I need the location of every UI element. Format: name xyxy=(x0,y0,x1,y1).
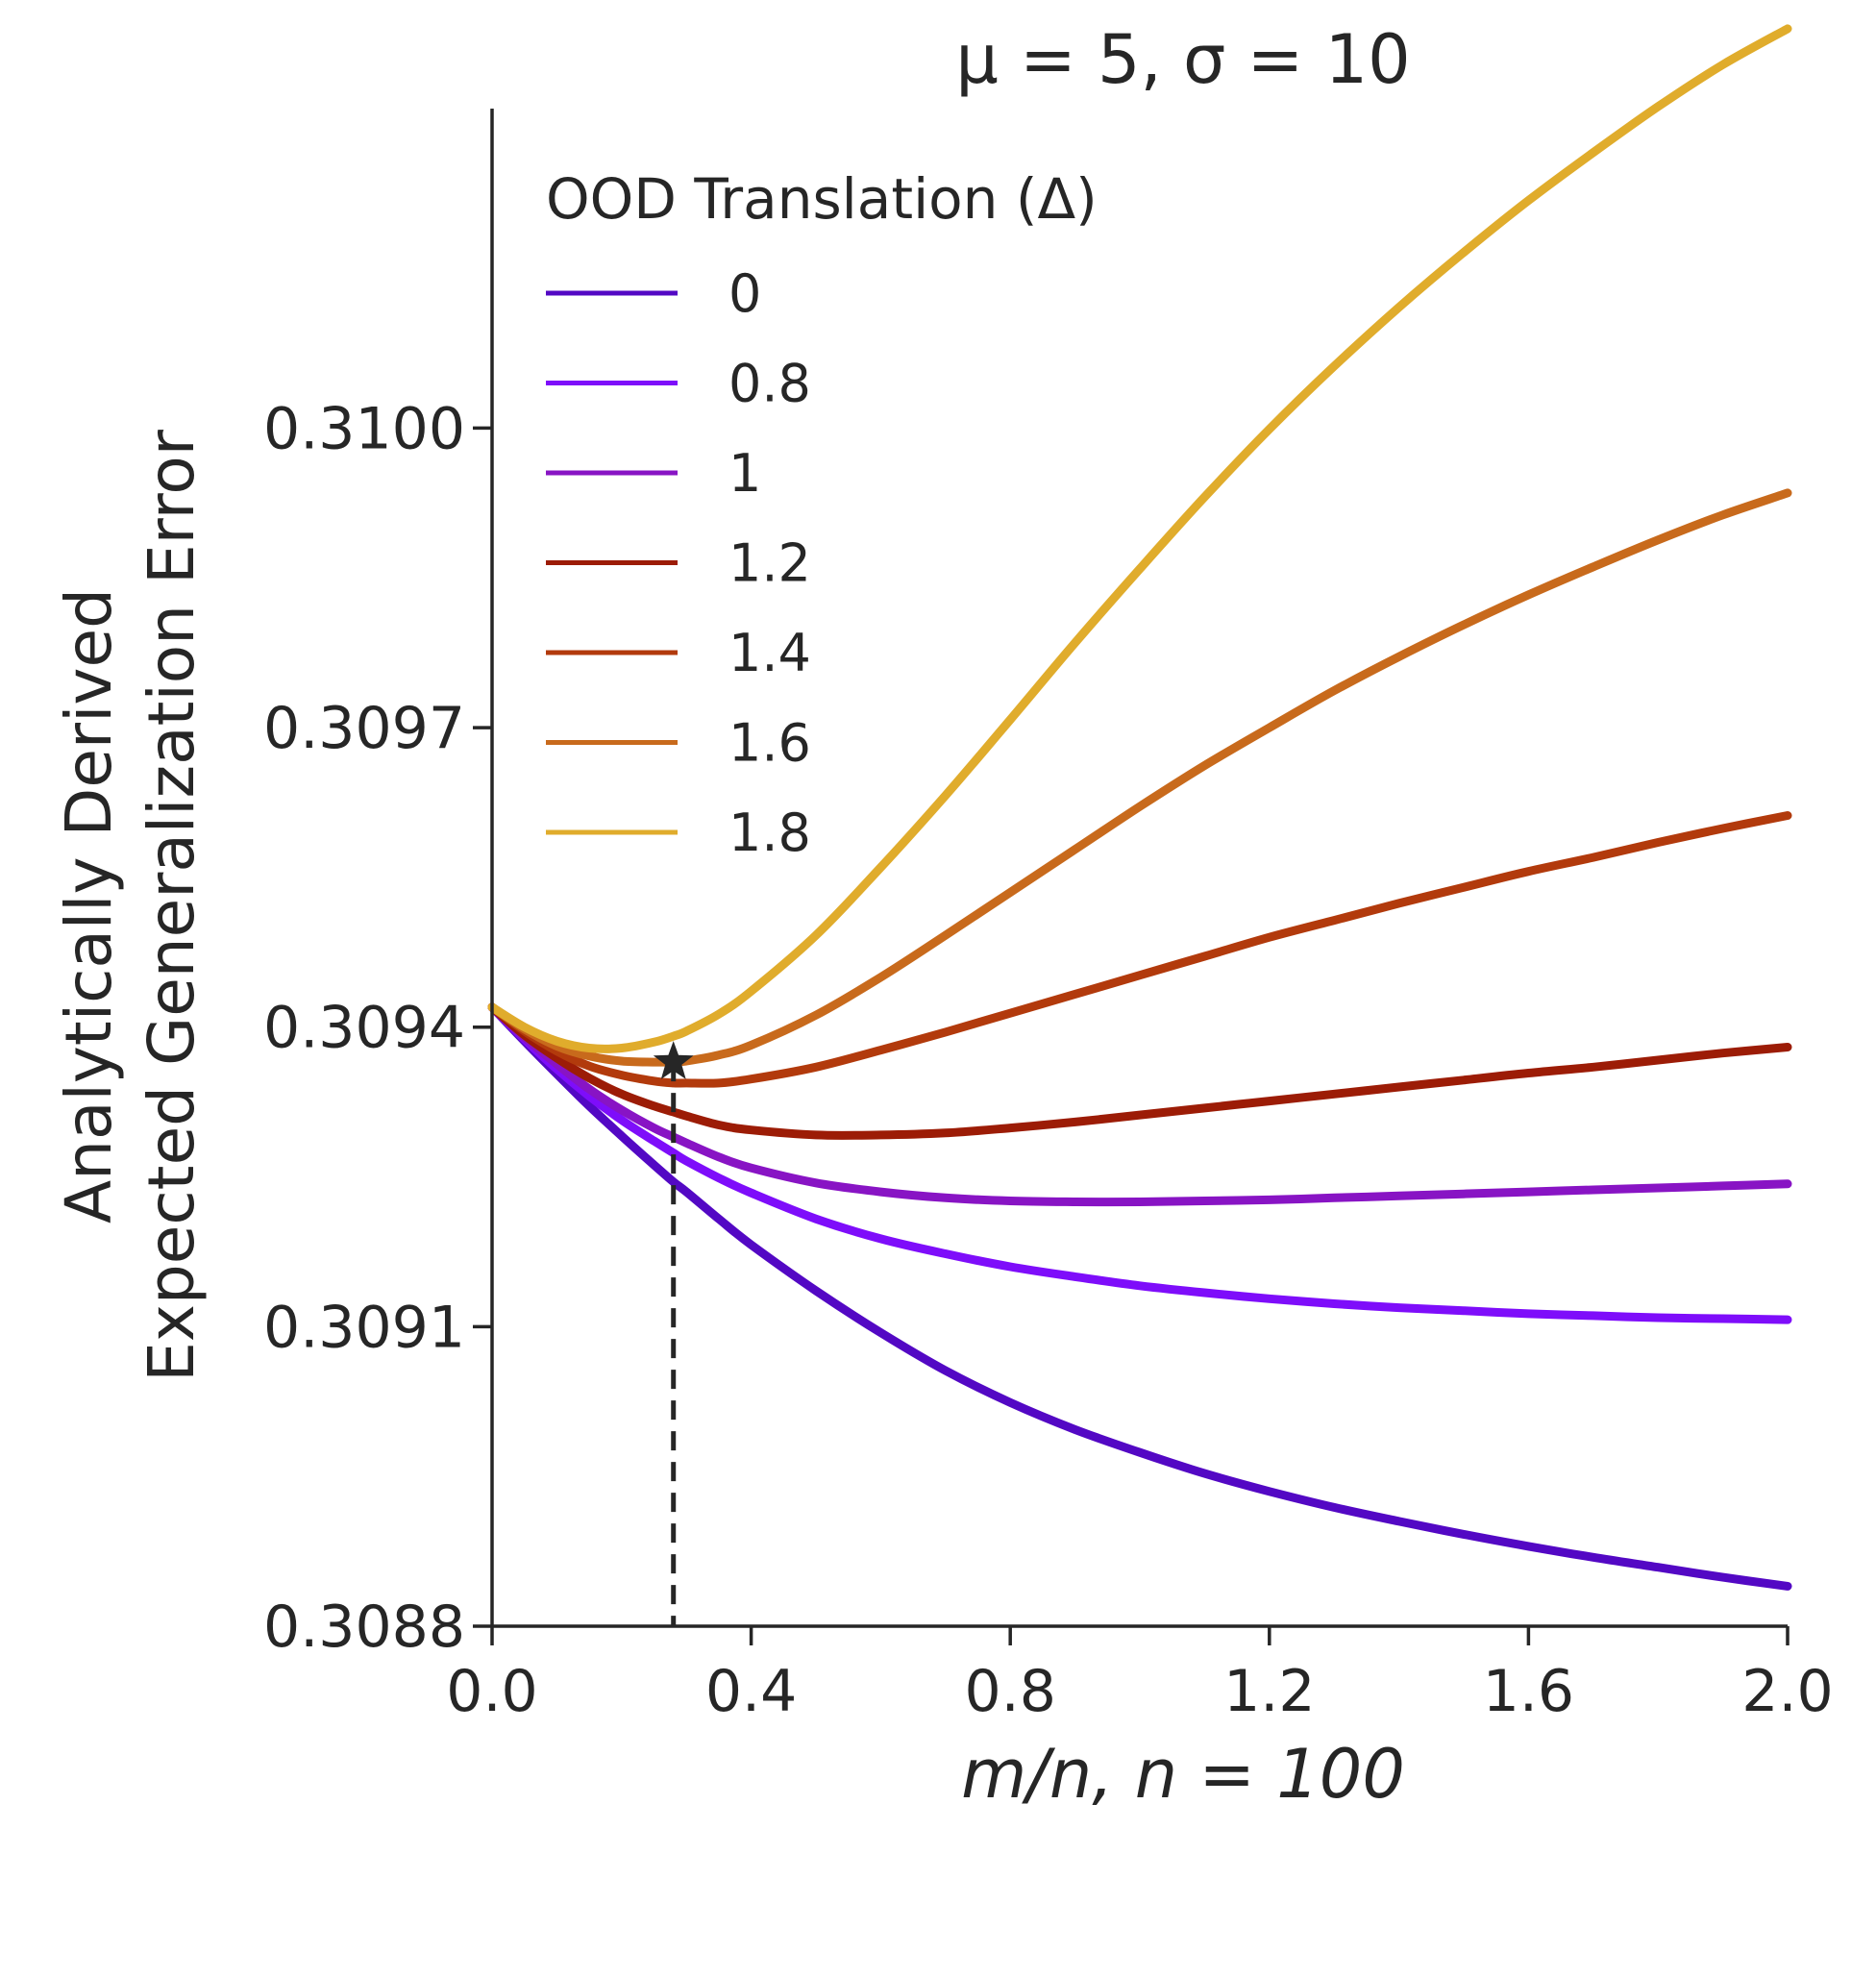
series-line-0-8 xyxy=(487,1002,1792,1324)
legend-item: 1 xyxy=(546,443,761,504)
chart-title: μ = 5, σ = 10 xyxy=(955,20,1410,99)
legend-label: 0.8 xyxy=(728,354,811,414)
x-tick-label: 1.6 xyxy=(1483,1658,1574,1725)
legend-item: 0.8 xyxy=(546,354,811,414)
marker-layer xyxy=(653,1041,694,1626)
legend-label: 0 xyxy=(728,263,761,324)
legend-item: 1.2 xyxy=(546,533,811,594)
legend-item: 1.6 xyxy=(546,713,811,774)
y-tick-label: 0.3091 xyxy=(263,1294,465,1361)
y-tick-label: 0.3094 xyxy=(263,995,465,1062)
x-tick-label: 1.2 xyxy=(1223,1658,1315,1725)
legend-label: 1.6 xyxy=(728,713,811,774)
series-line-1 xyxy=(487,1002,1792,1207)
y-axis-label-line: Analytically Derived xyxy=(52,588,126,1223)
series-line-0 xyxy=(487,1002,1792,1591)
legend-label: 1.4 xyxy=(728,623,811,683)
series-layer xyxy=(487,24,1792,1591)
series-line-1-2 xyxy=(487,1002,1792,1140)
legend-item: 1.4 xyxy=(546,623,811,683)
x-tick-label: 2.0 xyxy=(1741,1658,1833,1725)
x-axis-label: m/n, n = 100 xyxy=(961,1735,1405,1814)
x-tick-label: 0.8 xyxy=(964,1658,1055,1725)
legend-item: 0 xyxy=(546,263,761,324)
star-marker-icon xyxy=(653,1041,694,1079)
y-tick-label: 0.3097 xyxy=(263,695,465,762)
y-axis-label: Analytically Derived Expected Generalizat… xyxy=(52,429,209,1382)
series-line-1-8 xyxy=(487,24,1792,1053)
series-line-1-4 xyxy=(487,811,1792,1088)
y-tick-label: 0.3088 xyxy=(263,1594,465,1661)
legend-label: 1.8 xyxy=(728,803,811,863)
axes-layer: 0.0 0.4 0.8 1.2 1.6 2.0 0.3088 0.3091 0.3094 0.30… xyxy=(263,109,1834,1725)
legend: OOD Translation (Δ) 0 0.8 1 1.2 1.4 1.6 1.8 xyxy=(546,166,1098,863)
y-tick-label: 0.3100 xyxy=(263,395,465,462)
series-line-1-6 xyxy=(487,488,1792,1067)
x-tick-label: 0.4 xyxy=(705,1658,797,1725)
legend-title: OOD Translation (Δ) xyxy=(546,166,1098,232)
y-axis-label-line: Expected Generalization Error xyxy=(135,429,209,1382)
legend-label: 1.2 xyxy=(728,533,811,594)
legend-item: 1.8 xyxy=(546,803,811,863)
legend-label: 1 xyxy=(728,443,761,504)
x-tick-label: 0.0 xyxy=(446,1658,537,1725)
